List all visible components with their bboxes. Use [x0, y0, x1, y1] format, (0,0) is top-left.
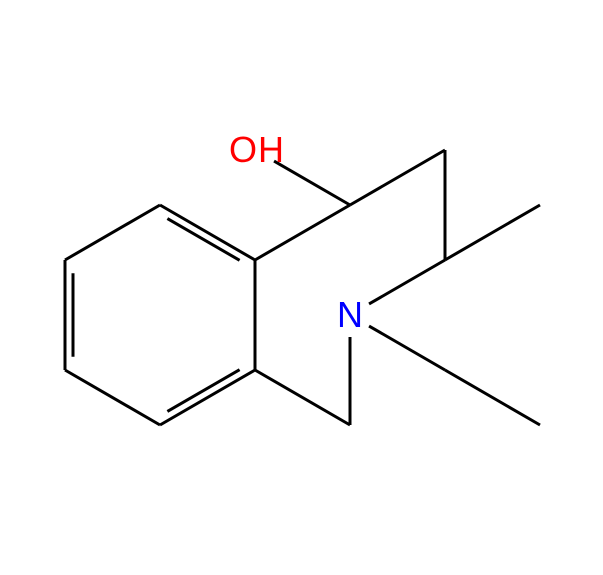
bond: [369, 326, 445, 370]
bond: [160, 205, 255, 260]
molecule-diagram: N OH: [0, 0, 603, 575]
bond: [167, 370, 239, 412]
svg-text:O: O: [229, 129, 257, 170]
bond: [350, 150, 445, 205]
bond: [445, 205, 540, 260]
bond: [255, 205, 350, 260]
atom-label-o: OH: [229, 129, 284, 170]
bond: [445, 370, 540, 425]
bond: [160, 370, 255, 425]
svg-text:H: H: [258, 129, 284, 170]
bond: [274, 161, 350, 205]
atom-label-n: N: [337, 294, 363, 335]
bond: [255, 370, 350, 425]
bond: [65, 205, 160, 260]
bond: [167, 219, 239, 261]
svg-text:N: N: [337, 294, 363, 335]
bond: [65, 370, 160, 425]
bond: [369, 260, 445, 304]
